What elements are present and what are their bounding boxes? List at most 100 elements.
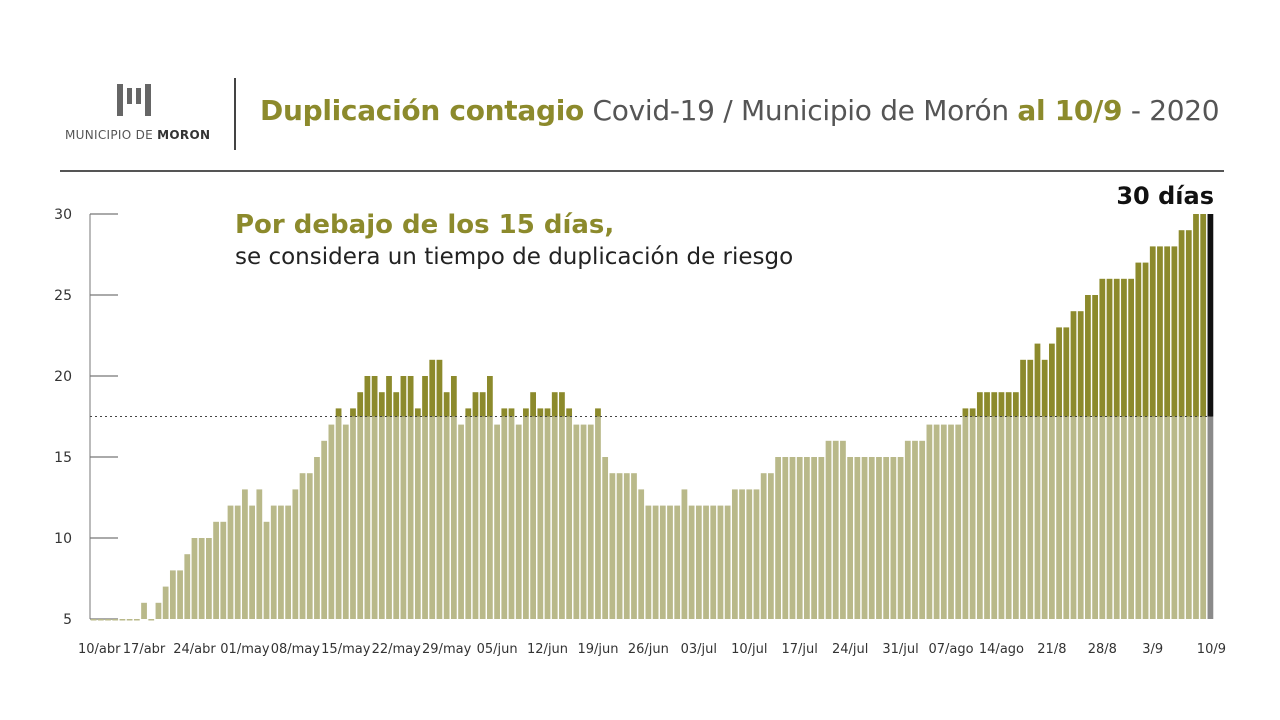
bar-lower	[378, 416, 385, 619]
header-rule	[60, 170, 1224, 172]
bar-lower	[422, 416, 428, 619]
bar	[155, 602, 162, 619]
bar	[645, 505, 652, 619]
bar-upper	[1092, 295, 1098, 417]
municipio-logo-mark-icon	[117, 84, 151, 116]
bar-lower	[436, 416, 443, 619]
bar	[148, 619, 155, 621]
bar-lower	[566, 416, 573, 619]
bar-lower	[984, 416, 990, 619]
bar-upper	[1034, 343, 1041, 417]
bar-lower	[1185, 416, 1192, 619]
bar	[184, 554, 191, 619]
bar	[804, 457, 810, 619]
x-tick-label: 29/may	[422, 642, 472, 657]
y-tick-label: 15	[54, 450, 72, 466]
bar-upper	[450, 376, 457, 417]
bar	[242, 489, 248, 619]
bar-lower	[479, 416, 486, 619]
bar	[314, 457, 320, 619]
bar-upper	[1085, 295, 1091, 417]
bar	[940, 424, 947, 619]
bar	[573, 424, 580, 619]
bar-upper	[465, 408, 472, 417]
bar	[494, 424, 500, 619]
bar-lower	[400, 416, 407, 619]
x-tick-label: 03/jul	[681, 642, 717, 657]
bar-upper	[1135, 262, 1142, 417]
bar-lower	[450, 416, 457, 619]
x-tick-label: 21/8	[1037, 642, 1066, 657]
bar-upper	[566, 408, 573, 417]
bar-lower	[544, 416, 551, 619]
bar-upper	[1106, 278, 1113, 417]
municipio-logo: MUNICIPIO DE MORON	[60, 84, 210, 154]
bar-lower	[472, 416, 479, 619]
bar	[667, 505, 673, 619]
bar	[631, 473, 637, 619]
bar-lower	[1070, 416, 1077, 619]
bar-upper	[1157, 246, 1163, 417]
bar-upper	[414, 408, 421, 417]
bar-lower	[393, 416, 400, 619]
bar-lower	[1012, 416, 1019, 619]
bar-upper	[544, 408, 551, 417]
bar	[105, 619, 111, 621]
bar	[775, 457, 781, 619]
title-part-2: Covid-19 / Municipio de Morón	[583, 94, 1018, 127]
x-tick-label: 28/8	[1088, 642, 1117, 657]
logo-text-name: MORON	[157, 128, 211, 142]
y-tick-label: 5	[63, 612, 72, 628]
bar-lower	[991, 416, 998, 619]
bar-lower	[1157, 416, 1163, 619]
bar-upper	[1113, 278, 1120, 417]
x-tick-label: 3/9	[1142, 642, 1163, 657]
bar	[206, 538, 212, 619]
bar	[580, 424, 587, 619]
bar	[753, 489, 760, 619]
bar-lower	[1200, 416, 1207, 619]
bar-upper	[1099, 278, 1106, 417]
bar-lower	[1063, 416, 1070, 619]
bar-lower	[1092, 416, 1098, 619]
bar	[868, 457, 875, 619]
x-tick-label: 17/jul	[782, 642, 818, 657]
bar-lower	[1142, 416, 1149, 619]
bar	[768, 473, 774, 619]
bar-upper	[479, 392, 486, 417]
bar	[515, 424, 522, 619]
bar-lower	[523, 416, 529, 619]
bar	[458, 424, 464, 619]
title-part-4: - 2020	[1122, 94, 1220, 127]
bar-upper	[487, 376, 493, 417]
bar-upper	[969, 408, 976, 417]
bar	[162, 586, 169, 619]
bar	[169, 570, 176, 619]
bar-lower	[1121, 416, 1127, 619]
bar-upper	[559, 392, 565, 417]
bar-upper	[364, 376, 371, 417]
bar	[213, 521, 219, 619]
bar	[126, 619, 133, 621]
bar	[731, 489, 738, 619]
bar	[263, 521, 270, 619]
bar-lower	[371, 416, 378, 619]
bar-lower	[530, 416, 536, 619]
bar-upper	[976, 392, 983, 417]
page-title: Duplicación contagio Covid-19 / Municipi…	[260, 94, 1220, 127]
bar	[948, 424, 954, 619]
risk-annotation-text: se considera un tiempo de duplicación de…	[235, 244, 794, 270]
bar	[616, 473, 623, 619]
bar-upper	[1049, 343, 1055, 417]
bar-upper	[422, 376, 428, 417]
x-tick-label: 19/jun	[577, 642, 618, 657]
bar-lower	[335, 416, 342, 619]
bar	[256, 489, 263, 619]
bar	[306, 473, 313, 619]
bar	[847, 457, 854, 619]
bar	[652, 505, 659, 619]
bar-lower	[1041, 416, 1048, 619]
title-part-3: al 10/9	[1017, 94, 1123, 127]
bar-lower	[998, 416, 1005, 619]
bar-upper	[991, 392, 998, 417]
